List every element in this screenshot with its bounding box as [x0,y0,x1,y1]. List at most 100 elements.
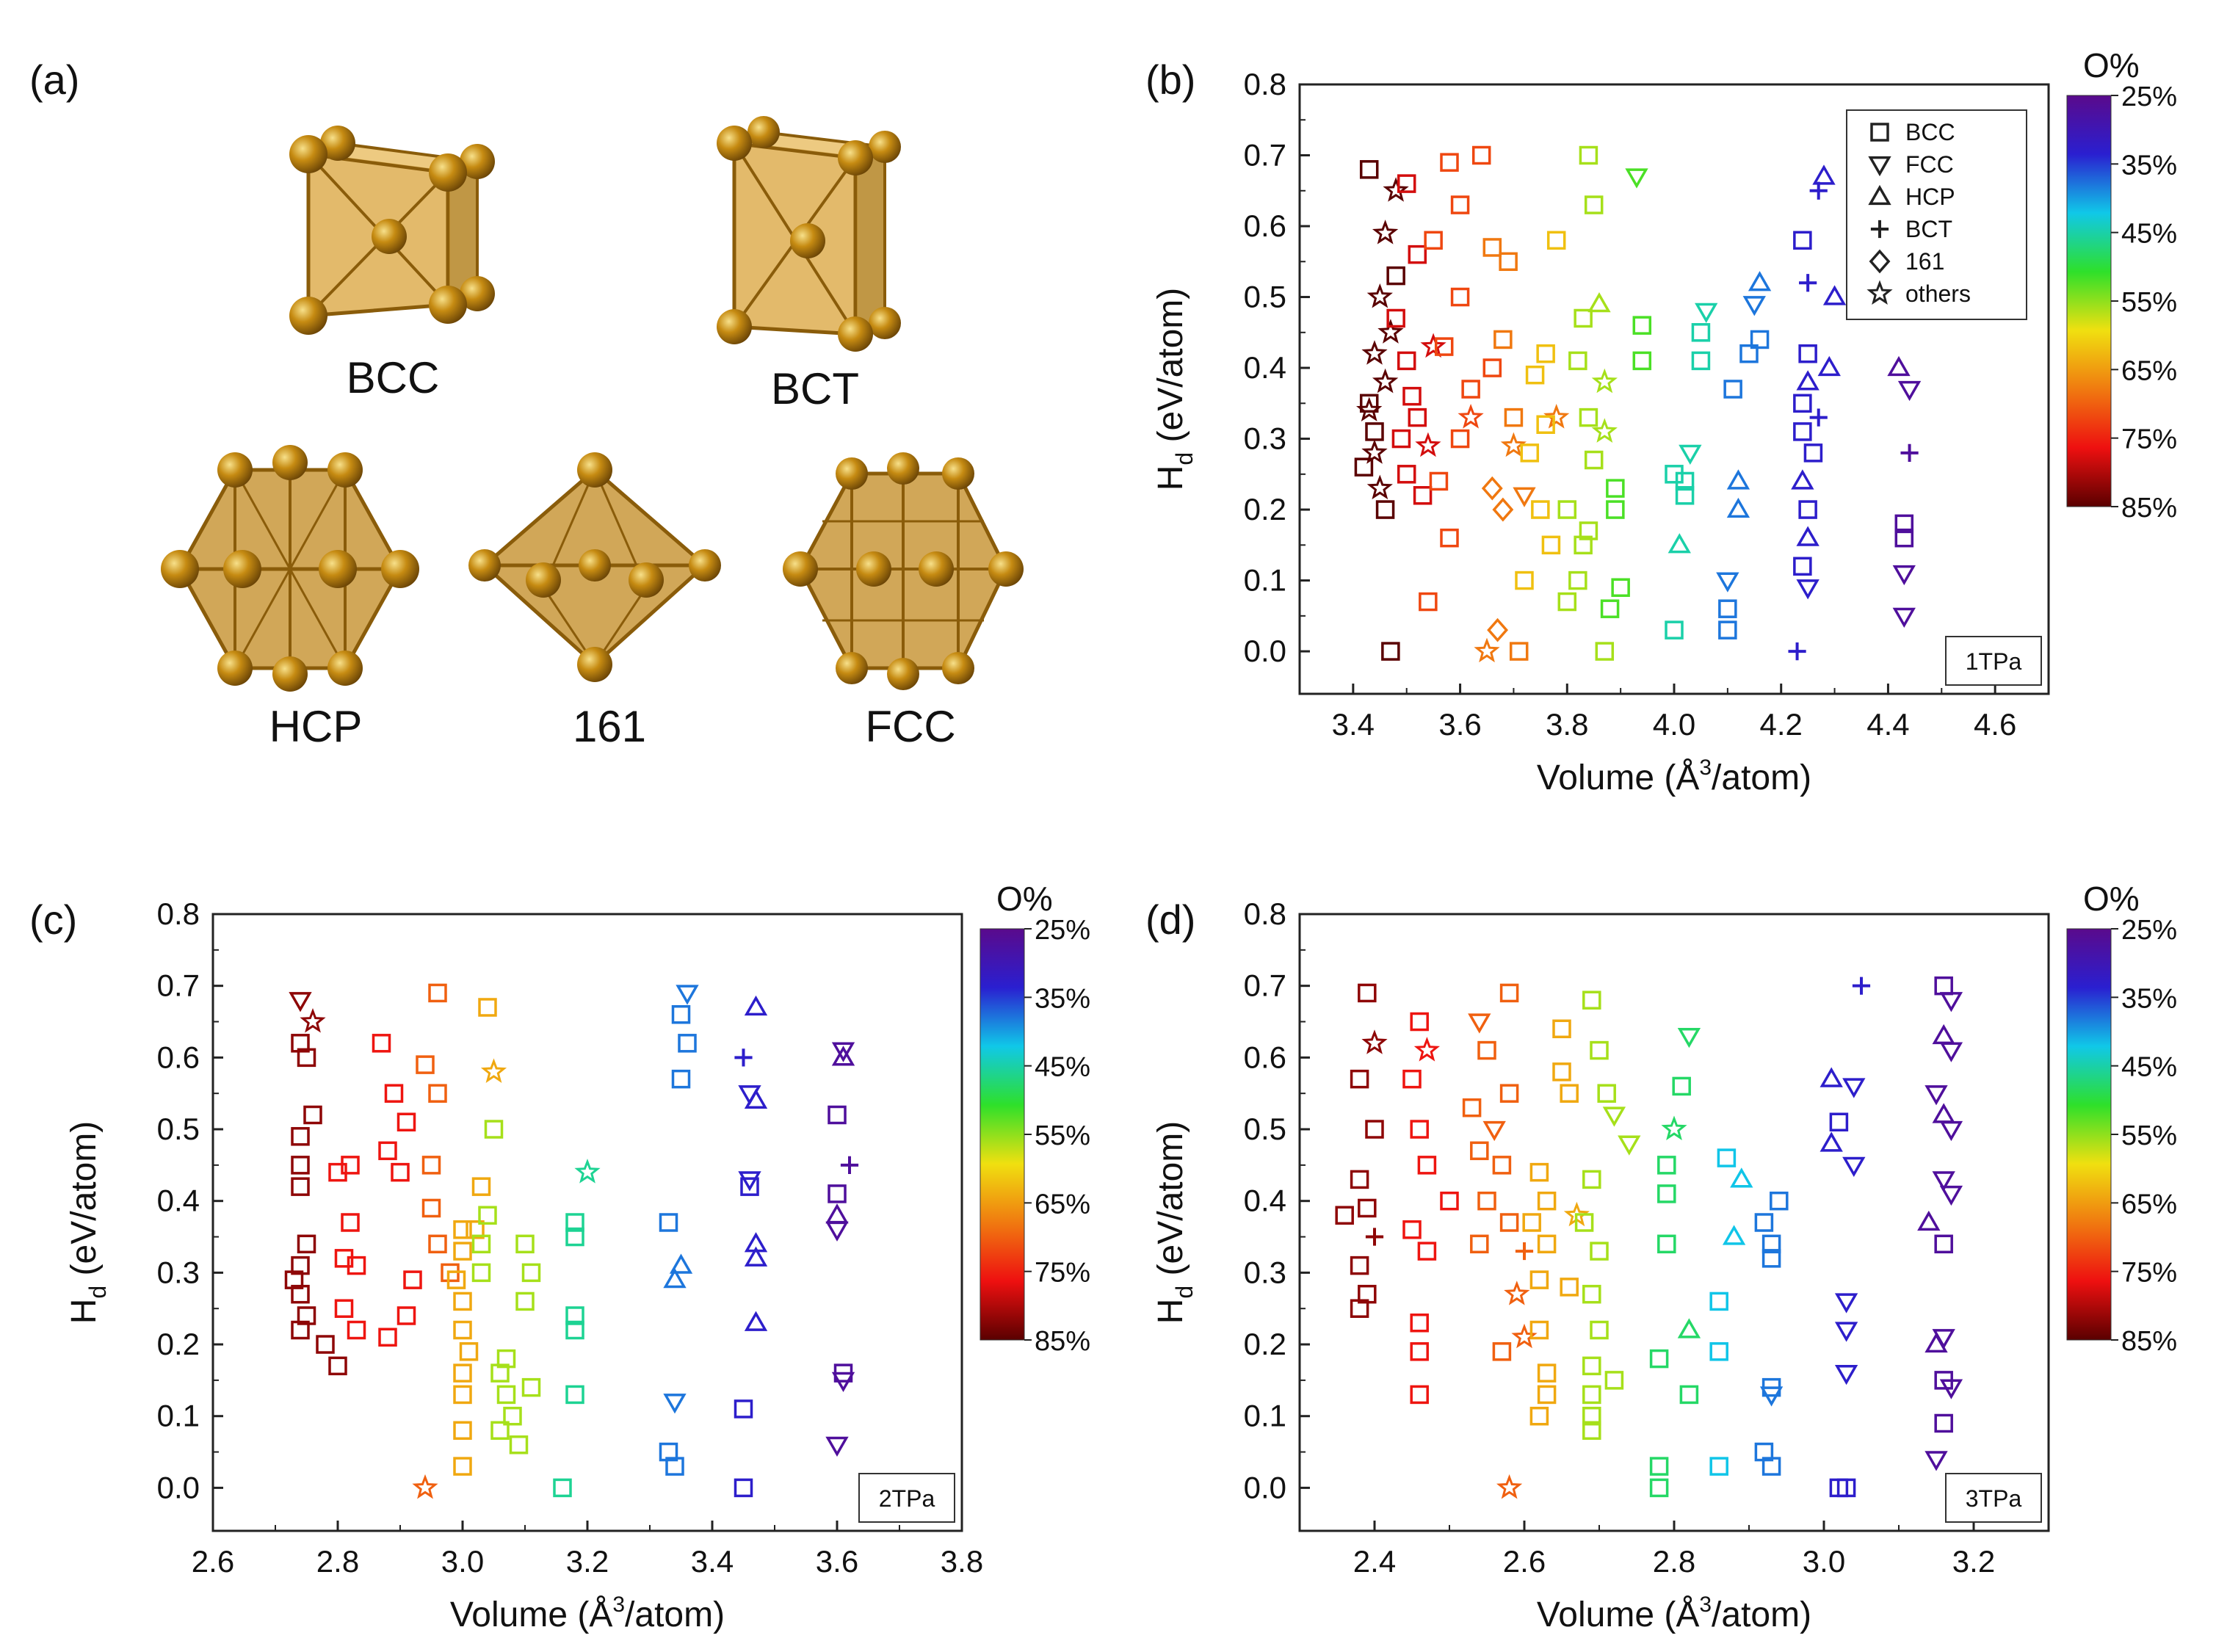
data-point-star [1372,368,1399,394]
data-point-square [828,1184,847,1203]
data-point-square [1410,1012,1429,1032]
data-point-plus [1809,408,1828,427]
data-point-plus [1788,642,1806,661]
data-point-square [1557,500,1577,519]
marker-legend: BCC FCC HCP BCT 161 others [1846,109,2027,320]
data-point-square [1537,1234,1557,1254]
data-point-star [1361,340,1388,365]
data-point-square [1829,1112,1849,1132]
data-point-square [471,1263,491,1283]
data-point-square [334,1299,354,1318]
data-point-square [291,1156,310,1175]
data-point-diamond [1492,497,1514,522]
y-tick-label: 0.1 [1244,563,1286,598]
data-point-square [347,1256,366,1275]
panel-label-c: (c) [29,896,77,943]
data-point-square [671,1069,691,1089]
data-point-square [478,998,497,1017]
data-point-square [1470,1141,1489,1161]
y-tick-label: 0.8 [157,896,200,931]
data-point-tri-down [1677,1027,1701,1048]
data-point-square [1552,1062,1571,1082]
data-point-square [565,1320,584,1340]
data-point-tri-down [1513,487,1536,507]
data-point-square [291,1320,310,1340]
data-point-square [1582,1421,1601,1441]
data-point-square [453,1421,472,1441]
y-tick-label: 0.1 [1244,1399,1286,1433]
data-point-square [421,1156,441,1175]
data-point-square [1434,337,1454,356]
colorbar-gradient [980,928,1025,1341]
data-point-square [1723,380,1742,399]
x-tick-label: 3.4 [691,1544,734,1579]
y-tick-label: 0.7 [1244,138,1286,173]
data-point-tri-down [1939,1120,1963,1142]
data-point-square [1798,344,1817,363]
data-point-square [1386,266,1405,286]
data-point-tri-down [1939,1185,1963,1206]
data-point-square [1350,1170,1369,1189]
data-point-square [1665,465,1684,484]
data-point-square [496,1349,516,1369]
x-tick-label: 4.6 [1974,707,2016,742]
data-point-square [1531,500,1550,519]
data-point-star [574,1159,601,1184]
data-point-tri-up [1819,1067,1843,1087]
data-point-square [1537,1363,1557,1383]
data-point-square [1499,252,1518,272]
bcc-label: BCC [347,353,440,402]
structure-161-illustration [468,452,721,682]
y-tick-label: 0.6 [1244,1040,1286,1074]
data-point-square [1657,1184,1676,1203]
data-point-square [1579,407,1598,427]
data-point-square [1750,330,1770,349]
data-point-square [1894,514,1914,534]
y-tick-label: 0.5 [157,1112,200,1146]
data-point-square [1386,308,1405,328]
data-point-plus [1852,977,1871,995]
data-point-square [328,1356,347,1376]
data-point-plus [1809,181,1828,200]
data-point-square [1665,620,1684,640]
y-tick-label: 0.6 [1244,209,1286,243]
data-point-square [466,1220,485,1239]
data-point-tri-down [825,1436,849,1457]
legend-label: 161 [1905,248,1944,275]
data-point-square [1793,422,1812,441]
data-point-square [341,1213,360,1232]
colorbar-tick-label: 45% [2121,1052,2177,1083]
data-point-plus [840,1156,859,1174]
data-point-square [1606,479,1625,498]
x-tick-label: 3.2 [566,1544,609,1579]
data-point-square [1536,415,1555,435]
y-tick-label: 0.0 [1244,634,1286,668]
data-point-square [372,1034,391,1053]
data-point-square [1350,1299,1369,1318]
data-point-square [1836,1478,1856,1498]
data-point-tri-up [1726,469,1750,490]
data-point-square [1611,578,1630,597]
y-tick-label: 0.3 [1244,1255,1286,1289]
data-point-square [521,1377,541,1397]
data-point-square [1402,1069,1422,1089]
data-point-square [1595,642,1615,661]
data-point-square [1492,1342,1512,1361]
data-point-square [1417,1156,1437,1175]
colorbar-tick-label: 85% [1035,1326,1090,1357]
data-point-square [1691,351,1711,371]
data-point-square [1440,1191,1459,1211]
y-tick-label: 0.1 [157,1399,200,1433]
data-point-square [291,1256,310,1275]
data-point-tri-up [1887,355,1911,377]
data-point-tri-up [1796,526,1819,546]
y-tick-label: 0.4 [1244,1184,1286,1218]
data-point-square [1546,231,1566,250]
data-point-square [1754,1213,1774,1232]
data-point-square [1600,599,1620,618]
x-tick-label: 2.6 [1503,1544,1546,1579]
data-point-star [1361,1029,1388,1054]
data-point-square [1560,1084,1579,1103]
data-point-square [453,1242,472,1261]
x-tick-label: 3.4 [1332,707,1375,742]
